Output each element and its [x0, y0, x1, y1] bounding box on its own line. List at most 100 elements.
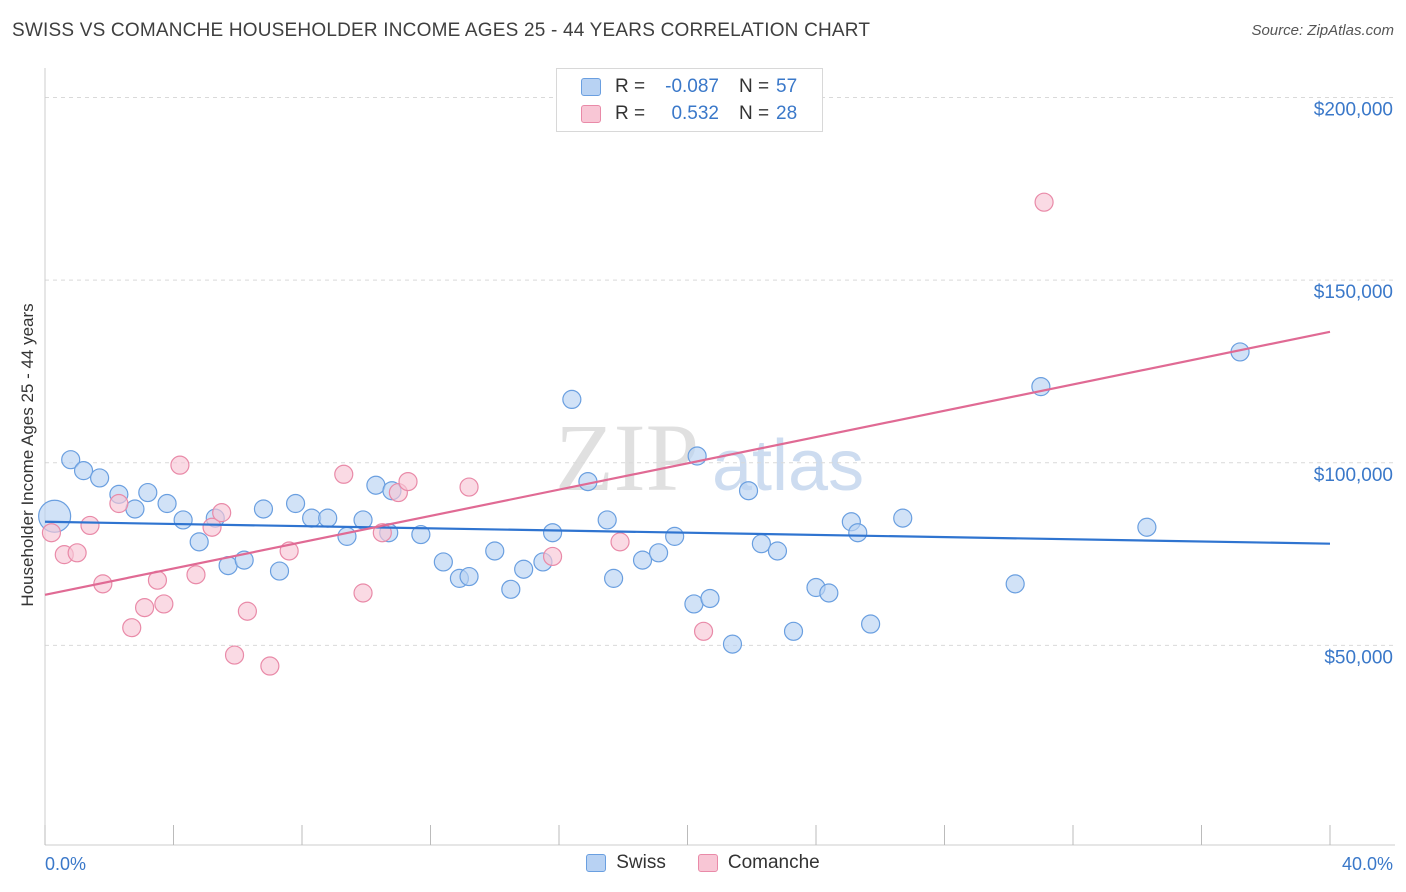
swiss-point	[73, 461, 94, 481]
swiss-point	[648, 543, 669, 563]
swiss-point	[366, 475, 386, 495]
swiss-point	[269, 561, 290, 581]
comanche-point	[134, 597, 155, 618]
trend-layer	[44, 330, 1331, 596]
swiss-point	[157, 493, 177, 514]
swiss-swatch	[586, 854, 607, 872]
comanche-point	[41, 523, 62, 543]
swiss-point	[138, 482, 158, 503]
swiss-point	[1137, 517, 1157, 537]
legend-row-swiss: R = -0.087 N = 57	[581, 74, 797, 100]
y-tick-label: $50,000	[1324, 647, 1393, 668]
legend-label-comanche: Comanche	[727, 852, 820, 873]
swiss-point	[665, 526, 685, 546]
swiss-point	[302, 508, 322, 528]
swiss-point	[459, 566, 479, 587]
swiss-point	[819, 583, 839, 603]
swiss-point	[173, 510, 193, 530]
swiss-point	[253, 499, 274, 519]
axis-layer	[44, 68, 1395, 846]
comanche-point	[109, 493, 129, 514]
comanche-point	[224, 645, 245, 665]
legend-n-label: N =	[739, 76, 770, 97]
comanche-point	[398, 471, 418, 492]
legend-label-swiss: Swiss	[616, 852, 666, 873]
swiss-point	[542, 523, 563, 543]
y-tick-label: $150,000	[1314, 282, 1393, 303]
points-layer	[38, 192, 1250, 676]
legend-item-comanche[interactable]: Comanche	[697, 852, 820, 874]
comanche-trend-line	[44, 330, 1331, 596]
x-tick-label: 40.0%	[1342, 854, 1393, 874]
swiss-point	[861, 614, 881, 634]
legend-r-label: R =	[615, 76, 646, 97]
swiss-point	[783, 621, 804, 641]
swiss-point	[767, 541, 788, 561]
swiss-point	[411, 524, 431, 545]
swiss-point	[722, 634, 743, 654]
comanche-point	[693, 621, 714, 641]
tick-label-layer: $50,000 $100,000 $150,000 $200,000 0.0% 40.0%	[45, 100, 1393, 874]
swiss-point	[562, 389, 582, 410]
correlation-legend: R = -0.087 N = 57 R = 0.532 N = 28	[556, 68, 823, 132]
swiss-point	[848, 523, 868, 543]
swiss-point	[597, 510, 617, 530]
comanche-swatch	[581, 105, 601, 123]
swiss-point	[61, 450, 81, 470]
legend-n-value: 28	[776, 103, 798, 124]
comanche-point	[80, 515, 100, 536]
chart-source: Source: ZipAtlas.com	[1251, 22, 1394, 39]
comanche-point	[122, 618, 142, 638]
swiss-point	[893, 508, 913, 528]
y-tick-label: $100,000	[1314, 465, 1393, 486]
legend-n-label: N =	[739, 103, 770, 124]
swiss-point	[337, 526, 357, 546]
comanche-point	[237, 601, 257, 621]
legend-n-value: 57	[776, 76, 798, 97]
swiss-point	[485, 541, 505, 561]
legend-r-value: 0.532	[671, 103, 719, 124]
swiss-point	[700, 588, 720, 609]
watermark-atlas: atlas	[712, 426, 864, 506]
comanche-point	[67, 543, 87, 563]
swiss-point	[125, 499, 145, 519]
comanche-point	[1034, 192, 1054, 212]
swiss-point	[1005, 574, 1025, 594]
swiss-point	[433, 552, 453, 572]
swiss-trend-line	[44, 520, 1331, 545]
swiss-point	[501, 579, 521, 599]
swiss-point	[632, 550, 653, 570]
comanche-point	[186, 565, 206, 585]
comanche-point	[260, 656, 280, 676]
comanche-point	[154, 594, 174, 614]
watermark-zip: ZIP	[555, 404, 699, 511]
x-tick-label: 0.0%	[45, 854, 86, 874]
swiss-swatch	[581, 78, 601, 96]
legend-r-label: R =	[615, 103, 646, 124]
legend-item-swiss[interactable]: Swiss	[586, 852, 666, 874]
comanche-point	[202, 517, 222, 537]
comanche-point	[212, 503, 232, 523]
swiss-point	[684, 594, 704, 614]
swiss-point	[318, 508, 338, 528]
chart-title: SWISS VS COMANCHE HOUSEHOLDER INCOME AGE…	[12, 20, 871, 41]
legend-row-comanche: R = 0.532 N = 28	[581, 101, 797, 127]
swiss-point	[285, 493, 306, 514]
comanche-swatch	[697, 854, 718, 872]
comanche-point	[353, 583, 373, 603]
comanche-point	[459, 477, 479, 497]
swiss-point	[514, 559, 534, 579]
y-tick-label: $200,000	[1314, 100, 1393, 121]
comanche-point	[170, 455, 190, 475]
swiss-point	[90, 468, 110, 488]
comanche-point	[334, 464, 354, 484]
swiss-point	[738, 481, 759, 501]
swiss-point	[189, 532, 209, 552]
swiss-point	[604, 568, 624, 588]
series-legend: Swiss Comanche	[0, 852, 1406, 874]
legend-r-value: -0.087	[665, 76, 719, 97]
swiss-point	[751, 534, 771, 554]
comanche-point	[610, 532, 630, 552]
comanche-point	[542, 546, 563, 567]
